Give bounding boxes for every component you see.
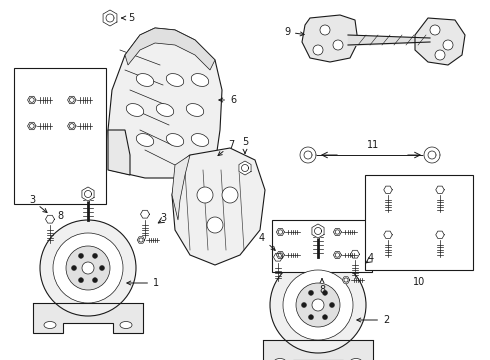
Circle shape: [53, 233, 123, 303]
Ellipse shape: [350, 359, 362, 360]
Text: 9: 9: [284, 27, 304, 37]
Polygon shape: [300, 147, 316, 163]
Circle shape: [443, 40, 453, 50]
Circle shape: [312, 299, 324, 311]
Text: 10: 10: [413, 277, 425, 287]
Polygon shape: [172, 148, 265, 265]
Ellipse shape: [166, 134, 184, 147]
Polygon shape: [424, 147, 440, 163]
Polygon shape: [276, 229, 284, 235]
Circle shape: [333, 40, 343, 50]
Text: 6: 6: [219, 95, 236, 105]
Circle shape: [207, 217, 223, 233]
Circle shape: [197, 187, 213, 203]
Ellipse shape: [136, 73, 154, 86]
Circle shape: [222, 187, 238, 203]
Ellipse shape: [166, 73, 184, 86]
Ellipse shape: [274, 359, 286, 360]
Polygon shape: [384, 231, 392, 238]
Text: 4: 4: [368, 253, 374, 263]
Ellipse shape: [136, 134, 154, 147]
Text: 5: 5: [122, 13, 134, 23]
Polygon shape: [263, 340, 373, 360]
Polygon shape: [27, 122, 36, 130]
Text: 3: 3: [160, 213, 166, 223]
Circle shape: [40, 220, 136, 316]
Polygon shape: [46, 215, 54, 223]
Polygon shape: [436, 186, 444, 193]
Polygon shape: [27, 96, 36, 104]
Circle shape: [93, 278, 98, 283]
Circle shape: [66, 246, 110, 290]
Text: 8: 8: [57, 211, 63, 221]
Polygon shape: [312, 224, 324, 238]
Polygon shape: [103, 10, 117, 26]
Circle shape: [301, 302, 307, 307]
Text: 11: 11: [367, 140, 379, 150]
Polygon shape: [141, 210, 149, 218]
Circle shape: [78, 278, 83, 283]
Polygon shape: [239, 161, 251, 175]
Bar: [14, 68, 106, 204]
Polygon shape: [108, 28, 222, 178]
Circle shape: [313, 45, 323, 55]
Text: 3: 3: [29, 195, 47, 212]
Ellipse shape: [44, 321, 56, 328]
Polygon shape: [108, 130, 130, 175]
Text: 2: 2: [357, 315, 389, 325]
Circle shape: [82, 262, 94, 274]
Polygon shape: [276, 252, 284, 258]
Circle shape: [435, 50, 445, 60]
Text: 1: 1: [127, 278, 159, 288]
Polygon shape: [342, 277, 350, 283]
Circle shape: [93, 253, 98, 258]
Bar: [272, 220, 372, 272]
Polygon shape: [384, 186, 392, 193]
Ellipse shape: [126, 104, 144, 116]
Text: 7: 7: [218, 140, 234, 156]
Circle shape: [78, 253, 83, 258]
Circle shape: [322, 291, 327, 295]
Polygon shape: [125, 28, 215, 70]
Circle shape: [99, 266, 104, 270]
Polygon shape: [350, 250, 360, 258]
Ellipse shape: [186, 104, 204, 116]
Polygon shape: [82, 187, 94, 201]
Circle shape: [72, 266, 76, 270]
Circle shape: [322, 315, 327, 320]
Polygon shape: [273, 253, 283, 261]
Polygon shape: [172, 155, 190, 220]
Circle shape: [283, 270, 353, 340]
Ellipse shape: [191, 73, 209, 86]
Polygon shape: [436, 231, 444, 238]
Circle shape: [270, 257, 366, 353]
Ellipse shape: [120, 321, 132, 328]
Text: 5: 5: [242, 137, 248, 153]
Polygon shape: [137, 237, 145, 243]
Bar: [365, 175, 473, 270]
Polygon shape: [68, 122, 76, 130]
Polygon shape: [333, 229, 342, 235]
Text: 8: 8: [319, 279, 325, 295]
Polygon shape: [33, 303, 143, 333]
Circle shape: [329, 302, 335, 307]
Polygon shape: [415, 18, 465, 65]
Polygon shape: [68, 96, 76, 104]
Ellipse shape: [191, 134, 209, 147]
Circle shape: [309, 291, 314, 295]
Ellipse shape: [156, 104, 173, 116]
Circle shape: [296, 283, 340, 327]
Circle shape: [430, 25, 440, 35]
Text: 4: 4: [259, 233, 275, 250]
Polygon shape: [302, 15, 358, 62]
Circle shape: [320, 25, 330, 35]
Circle shape: [309, 315, 314, 320]
Polygon shape: [333, 252, 342, 258]
